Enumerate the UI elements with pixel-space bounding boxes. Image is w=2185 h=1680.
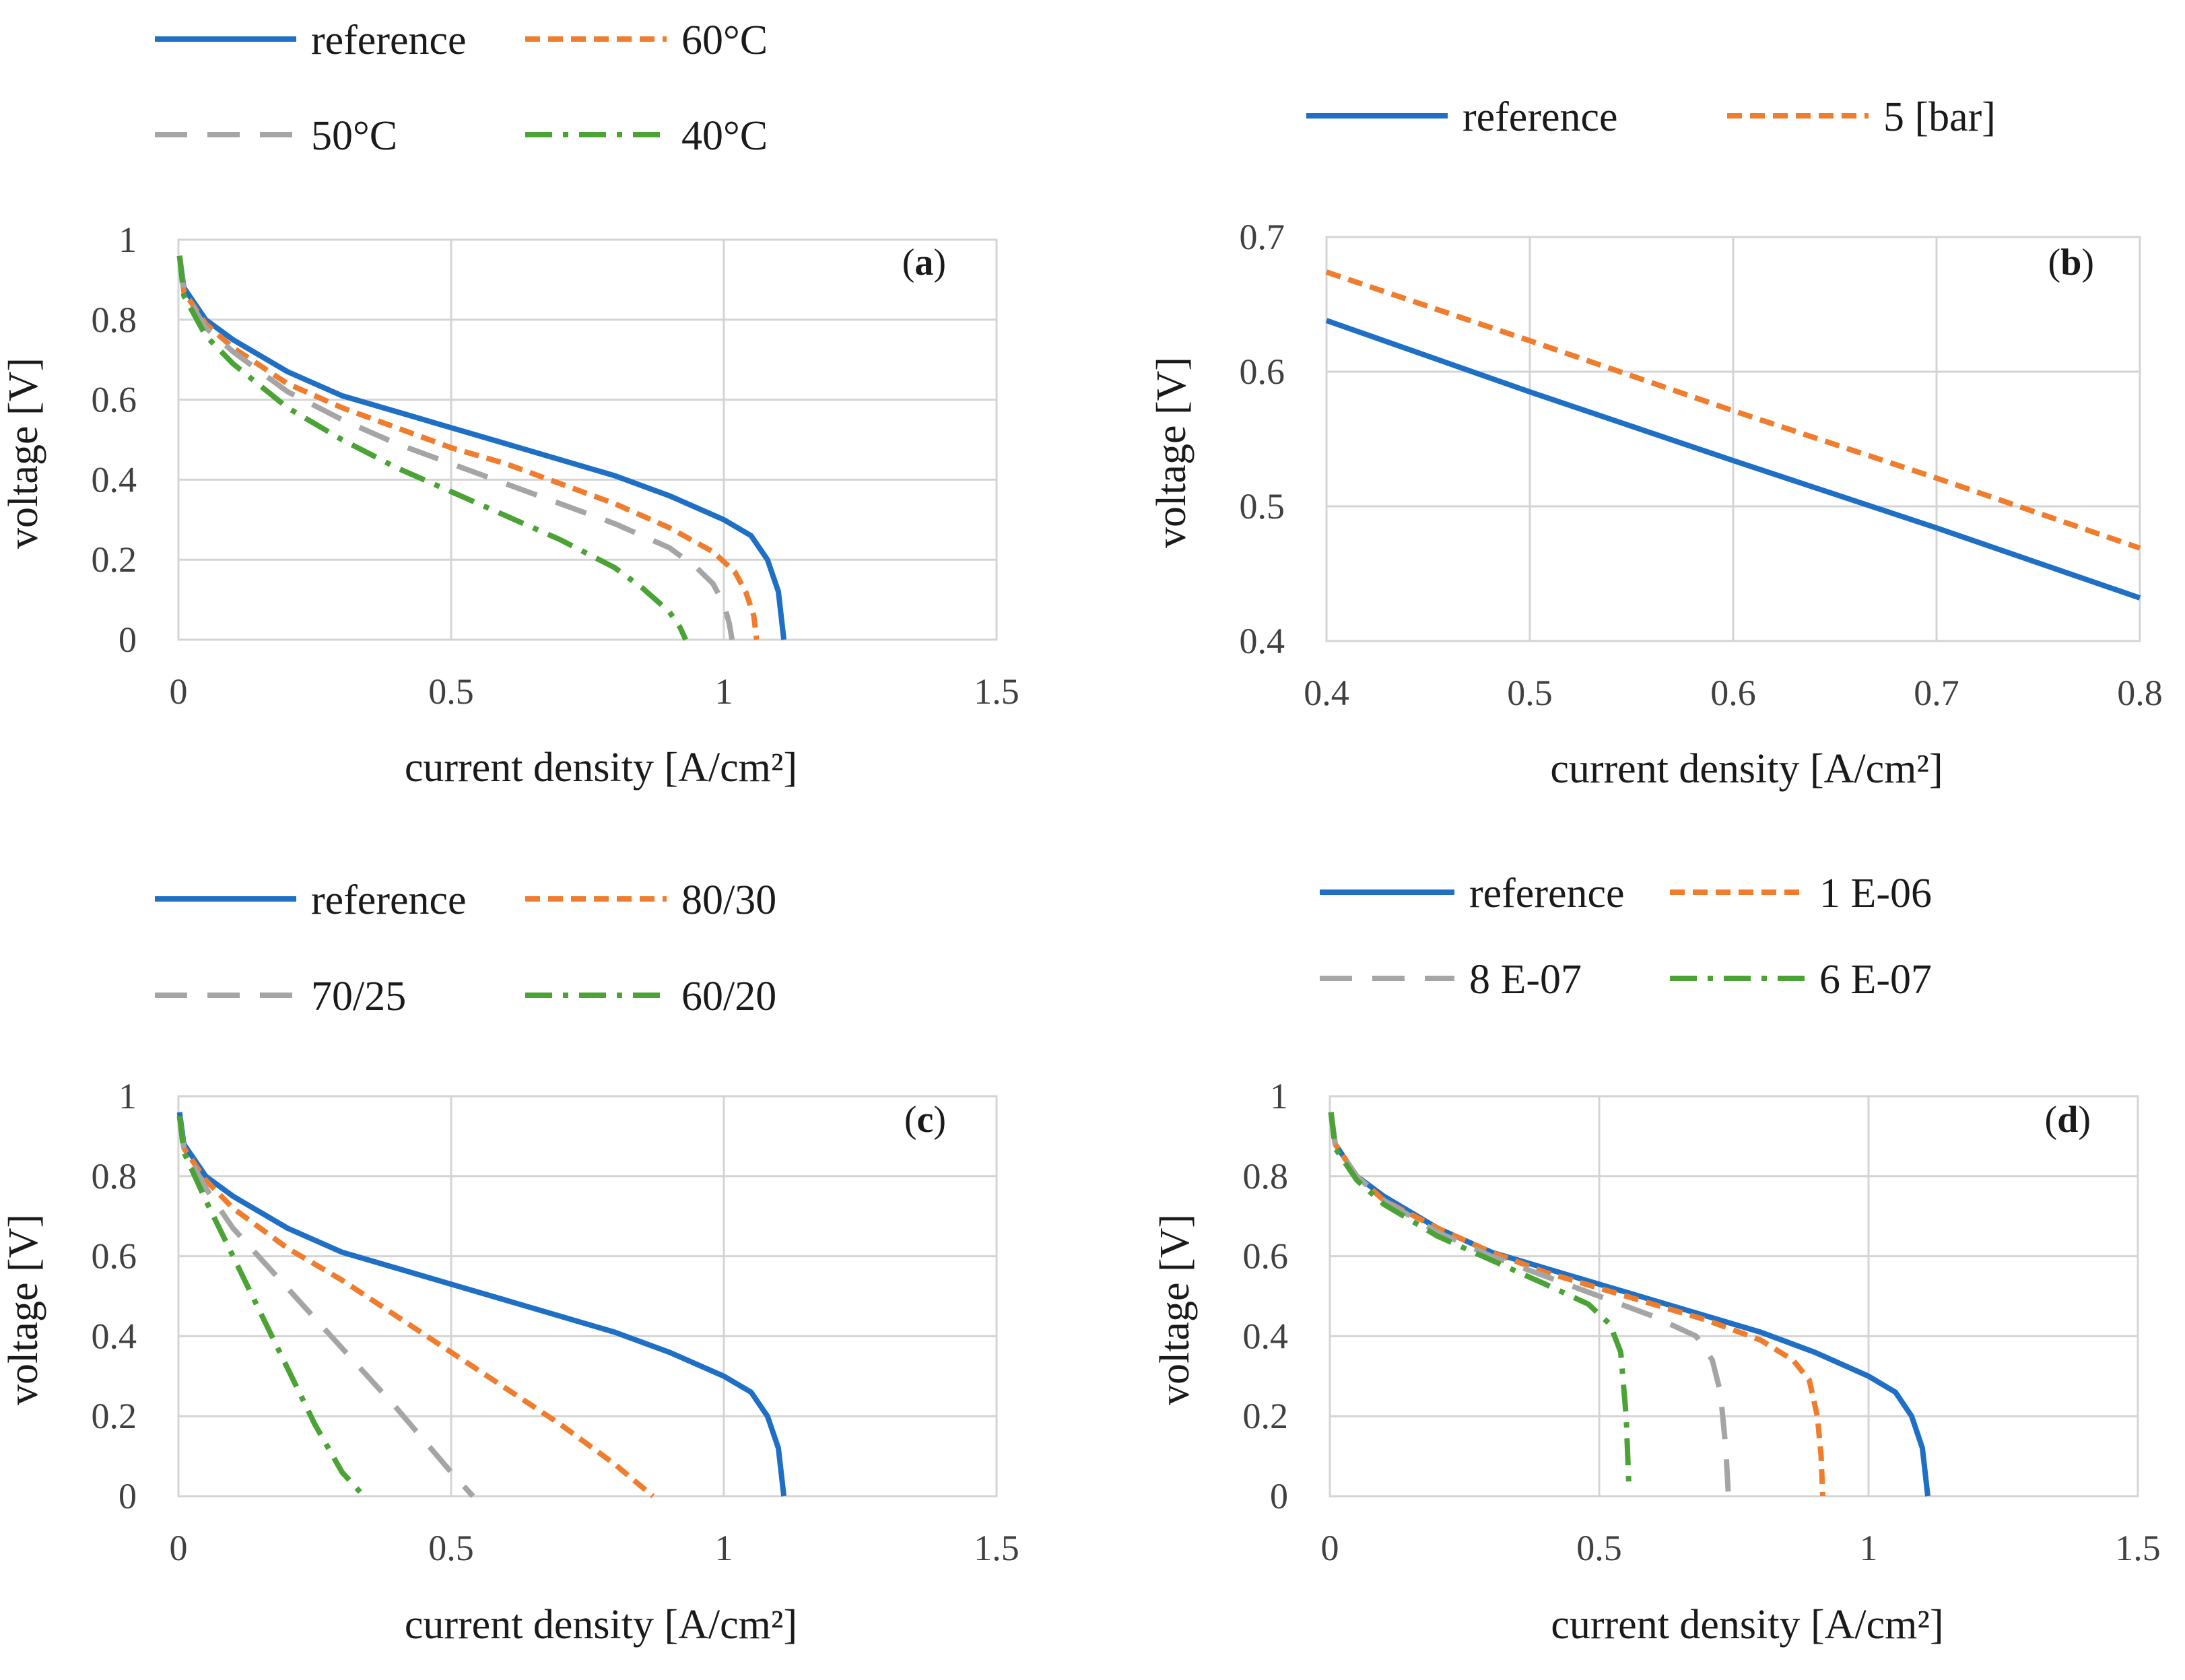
panel-label: (c) (904, 1099, 946, 1141)
x-tick-label: 0 (170, 671, 188, 712)
series-line-8-e-07 (1328, 1112, 1731, 1497)
x-tick-label: 0 (170, 1528, 188, 1568)
x-axis-title: current density [A/cm²] (405, 1602, 797, 1648)
legend-label: 5 [bar] (1883, 94, 1996, 140)
y-tick-label: 0.8 (92, 300, 137, 340)
x-tick-label: 0 (1321, 1528, 1339, 1568)
y-tick-label: 0.6 (92, 1236, 137, 1277)
legend-label: 1 E-06 (1819, 871, 1932, 916)
y-tick-label: 0.2 (1243, 1396, 1289, 1436)
series-line-reference (176, 255, 787, 640)
panel-label: (a) (902, 242, 946, 283)
series-line-1-e-06 (1328, 1112, 1825, 1497)
series-line-50-c (176, 255, 735, 640)
chart-panel-b: 0.4 0.5 0.6 0.7 0.8 0.4 0.5 0.6 0.7 current densi… (1149, 94, 2163, 792)
y-tick-label: 0 (1270, 1476, 1288, 1516)
x-tick-label: 1 (715, 671, 733, 712)
y-axis-title: voltage [V] (1152, 1214, 1198, 1405)
y-tick-label: 0.6 (1243, 1236, 1289, 1277)
y-tick-label: 1 (119, 1076, 137, 1116)
legend-label: 50°C (311, 113, 397, 159)
x-axis-title: current density [A/cm²] (1551, 1602, 1943, 1648)
legend-label: 40°C (681, 113, 768, 159)
x-tick-label: 1 (1860, 1528, 1878, 1568)
legend-label: 60°C (681, 18, 768, 63)
x-tick-label: 0.4 (1304, 673, 1349, 713)
y-tick-label: 1 (119, 220, 137, 260)
series-line-reference (176, 1112, 787, 1497)
legend-label: 80/30 (681, 877, 776, 923)
x-tick-label: 1.5 (974, 671, 1019, 712)
series-line-5-bar- (1325, 269, 2141, 551)
y-tick-label: 0 (119, 619, 137, 660)
plot-area (1329, 1095, 2139, 1498)
x-axis-title: current density [A/cm²] (1550, 746, 1943, 792)
x-tick-label: 0.7 (1914, 673, 1959, 713)
legend-label: reference (311, 877, 467, 923)
y-tick-label: 0.7 (1240, 217, 1285, 257)
y-tick-label: 0.2 (92, 1396, 137, 1436)
y-tick-label: 0.6 (92, 380, 137, 420)
x-tick-label: 0.8 (2117, 673, 2163, 713)
x-tick-label: 1.5 (974, 1528, 1019, 1568)
y-tick-label: 0.6 (1240, 351, 1285, 392)
x-tick-label: 0.5 (428, 1528, 474, 1568)
y-axis-title: voltage [V] (1, 1214, 46, 1405)
series-line-80-30 (176, 1116, 655, 1499)
chart-panel-c: 0 0.5 1 1.5 0 0.2 0.4 0.6 0.8 1 current density [A… (1, 877, 1019, 1648)
series-line-6-e-07 (1328, 1112, 1632, 1485)
chart-panel-a: 0 0.5 1 1.5 0 0.2 0.4 0.6 0.8 1 current density [A… (1, 18, 1019, 791)
legend-label: 60/20 (681, 974, 776, 1019)
y-tick-label: 0.8 (92, 1156, 137, 1197)
plot-area (1325, 236, 2141, 642)
y-tick-label: 0.5 (1240, 486, 1285, 527)
series-line-60-20 (176, 1116, 366, 1498)
panel-label: (d) (2045, 1099, 2091, 1141)
series-line-reference (1325, 318, 2141, 601)
y-axis-title: voltage [V] (1, 358, 46, 549)
series-line-60-c (176, 255, 760, 640)
legend-label: 8 E-07 (1469, 957, 1582, 1003)
x-tick-label: 1.5 (2115, 1528, 2161, 1568)
y-tick-label: 0.4 (1243, 1316, 1289, 1356)
legend-label: reference (1469, 871, 1625, 916)
legend-label: reference (311, 18, 467, 63)
legend-label: 6 E-07 (1819, 957, 1932, 1003)
x-tick-label: 0.5 (428, 671, 474, 712)
y-tick-label: 0.4 (92, 1316, 137, 1356)
y-tick-label: 0 (119, 1476, 137, 1516)
series-line-70-25 (176, 1116, 475, 1498)
panel-label: (b) (2048, 242, 2094, 283)
plot-area (177, 238, 998, 641)
x-tick-label: 0.5 (1576, 1528, 1622, 1568)
x-axis-title: current density [A/cm²] (405, 745, 797, 791)
chart-panel-d: 0 0.5 1 1.5 0 0.2 0.4 0.6 0.8 1 current density [A… (1152, 871, 2161, 1648)
series-line-40-c (176, 255, 688, 641)
y-tick-label: 0.4 (1240, 621, 1285, 661)
y-tick-label: 0.4 (92, 459, 137, 500)
y-tick-label: 0.8 (1243, 1156, 1289, 1197)
legend-label: reference (1463, 94, 1618, 140)
y-tick-label: 0.2 (92, 539, 137, 580)
x-tick-label: 0.6 (1710, 673, 1756, 713)
y-tick-label: 1 (1270, 1076, 1288, 1116)
x-tick-label: 0.5 (1507, 673, 1553, 713)
y-axis-title: voltage [V] (1149, 357, 1195, 548)
plot-area (177, 1095, 998, 1498)
legend-label: 70/25 (311, 974, 406, 1019)
x-tick-label: 1 (715, 1528, 733, 1568)
